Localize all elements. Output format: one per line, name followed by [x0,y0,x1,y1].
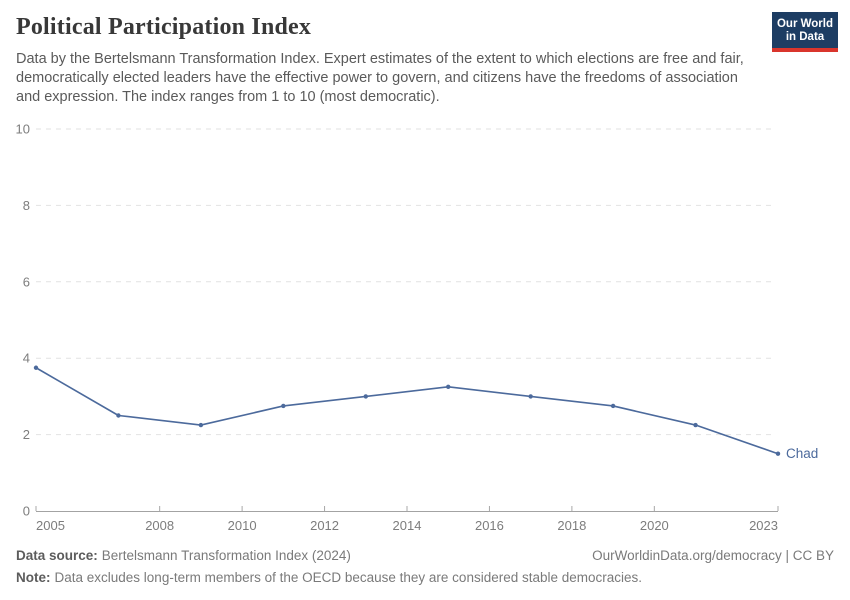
x-axis-tick-label: 2020 [640,518,669,533]
page-title: Political Participation Index [16,14,312,40]
y-axis-tick-label: 0 [23,504,30,519]
x-axis-tick-label: 2018 [557,518,586,533]
owid-logo-line1: Our World [776,18,833,30]
owid-logo[interactable]: Our World in Data [772,12,838,52]
chart-header: Political Participation Index Data by th… [16,12,838,107]
data-point-marker[interactable] [281,403,286,409]
data-point-marker[interactable] [610,403,616,409]
data-point-marker[interactable] [198,422,204,428]
data-point-marker[interactable] [446,384,451,390]
data-point-marker[interactable] [33,365,39,370]
footer-note: Note: Data excludes long-term members of … [16,570,834,585]
footer-note-label: Note: [16,570,51,585]
y-axis-tick-label: 10 [16,122,30,137]
chart-footer: Data source: Bertelsmann Transformation I… [16,548,834,585]
y-axis-tick-label: 2 [23,427,30,442]
x-axis-tick-label: 2012 [310,518,339,533]
data-source: Data source: Bertelsmann Transformation I… [16,548,351,563]
data-source-label: Data source: [16,548,98,563]
chart-subtitle: Data by the Bertelsmann Transformation I… [16,51,744,105]
x-axis-tick-label: 2005 [36,518,65,533]
data-point-marker[interactable] [528,394,533,399]
data-point-marker[interactable] [775,451,781,456]
owid-logo-line2: in Data [785,31,825,43]
x-axis-tick-label: 2023 [749,518,778,533]
data-point-marker[interactable] [363,394,368,399]
data-point-marker[interactable] [116,413,121,418]
x-axis-tick-label: 2014 [393,518,422,533]
y-axis-tick-label: 6 [23,274,30,289]
x-axis-tick-label: 2010 [228,518,257,533]
x-axis-tick-label: 2016 [475,518,504,533]
series-end-label[interactable]: Chad [786,446,818,461]
series-line-chad[interactable] [35,367,779,455]
attribution-link[interactable]: OurWorldinData.org/democracy | CC BY [592,548,834,563]
x-axis-tick-label: 2008 [145,518,174,533]
data-source-text: Bertelsmann Transformation Index (2024) [101,548,351,563]
y-axis-tick-label: 8 [23,198,30,213]
footer-note-text: Data excludes long-term members of the O… [54,570,643,585]
y-axis-tick-label: 4 [23,351,30,366]
data-point-marker[interactable] [693,422,698,428]
